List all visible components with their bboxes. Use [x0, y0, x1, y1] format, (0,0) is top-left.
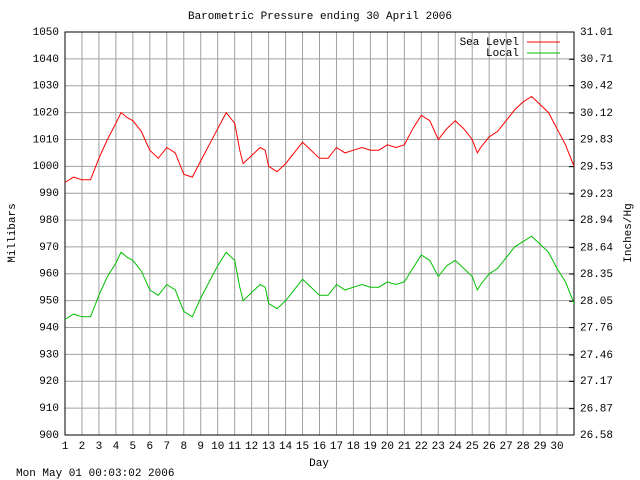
- y-tick-label: 910: [39, 403, 59, 415]
- x-tick-label: 25: [466, 441, 479, 453]
- x-tick-label: 19: [364, 441, 377, 453]
- y2-tick-label: 30.71: [580, 54, 613, 66]
- plot-frame: [64, 31, 575, 436]
- y2-tick-label: 29.53: [580, 162, 613, 174]
- y-tick-label: 1030: [33, 81, 59, 93]
- y2-tick-label: 29.23: [580, 189, 613, 201]
- y2-tick-label: 29.83: [580, 134, 613, 146]
- x-tick-label: 27: [500, 441, 513, 453]
- y2-axis-label: Inches/Hg: [623, 203, 635, 262]
- y-tick-label: 970: [39, 242, 59, 254]
- x-tick-label: 20: [381, 441, 394, 453]
- y-tick-label: 1020: [33, 108, 59, 120]
- x-tick-label: 18: [347, 441, 360, 453]
- y2-tick-label: 30.42: [580, 81, 613, 93]
- x-tick-label: 15: [296, 441, 309, 453]
- y-tick-label: 1000: [33, 161, 59, 173]
- legend-label: Sea Level: [460, 37, 519, 49]
- x-tick-label: 2: [79, 441, 86, 453]
- data-line: [64, 95, 575, 183]
- y2-tick-label: 28.05: [580, 296, 613, 308]
- x-tick-label: 26: [483, 441, 496, 453]
- y-tick-label: 990: [39, 188, 59, 200]
- x-tick-label: 11: [228, 441, 242, 453]
- x-tick-label: 29: [533, 441, 546, 453]
- y2-tick-label: 28.64: [580, 243, 613, 255]
- x-tick-label: 23: [432, 441, 445, 453]
- legend-label: Local: [486, 48, 519, 60]
- y-tick-label: 980: [39, 215, 59, 227]
- x-tick-label: 28: [516, 441, 529, 453]
- x-tick-label: 30: [550, 441, 563, 453]
- y2-tick-label: 26.87: [580, 404, 613, 416]
- y-tick-label: 950: [39, 296, 59, 308]
- data-line: [64, 235, 575, 320]
- y-tick-label: 930: [39, 349, 59, 361]
- y2-tick-label: 27.17: [580, 376, 613, 388]
- x-tick-label: 9: [197, 441, 204, 453]
- y-tick-label: 940: [39, 322, 59, 334]
- x-tick-label: 24: [449, 441, 463, 453]
- y2-tick-label: 26.58: [580, 430, 613, 442]
- x-tick-label: 21: [398, 441, 412, 453]
- chart-title: Barometric Pressure ending 30 April 2006: [188, 11, 452, 23]
- y-tick-label: 1050: [33, 27, 59, 39]
- y-axis-label: Millibars: [7, 203, 19, 262]
- x-tick-label: 1: [62, 441, 69, 453]
- x-tick-label: 22: [415, 441, 428, 453]
- x-tick-label: 6: [147, 441, 154, 453]
- x-tick-label: 17: [330, 441, 343, 453]
- y2-tick-label: 27.76: [580, 323, 613, 335]
- y-tick-label: 920: [39, 376, 59, 388]
- y-tick-label: 960: [39, 269, 59, 281]
- x-tick-label: 13: [262, 441, 275, 453]
- x-tick-label: 8: [180, 441, 187, 453]
- footer-timestamp: Mon May 01 00:03:02 2006: [16, 468, 174, 480]
- y2-tick-label: 28.94: [580, 215, 613, 227]
- x-tick-label: 5: [130, 441, 137, 453]
- x-tick-label: 10: [211, 441, 224, 453]
- y-tick-label: 1010: [33, 134, 59, 146]
- x-tick-label: 12: [245, 441, 258, 453]
- x-tick-label: 14: [279, 441, 293, 453]
- x-axis-label: Day: [309, 458, 329, 470]
- y2-tick-label: 30.12: [580, 108, 613, 120]
- y-tick-label: 900: [39, 430, 59, 442]
- x-tick-label: 3: [96, 441, 103, 453]
- y2-tick-label: 27.46: [580, 350, 613, 362]
- y2-tick-label: 28.35: [580, 269, 613, 281]
- x-tick-label: 16: [313, 441, 326, 453]
- x-tick-label: 4: [113, 441, 120, 453]
- x-tick-label: 7: [163, 441, 170, 453]
- y-tick-label: 1040: [33, 54, 59, 66]
- y2-tick-label: 31.01: [580, 27, 613, 39]
